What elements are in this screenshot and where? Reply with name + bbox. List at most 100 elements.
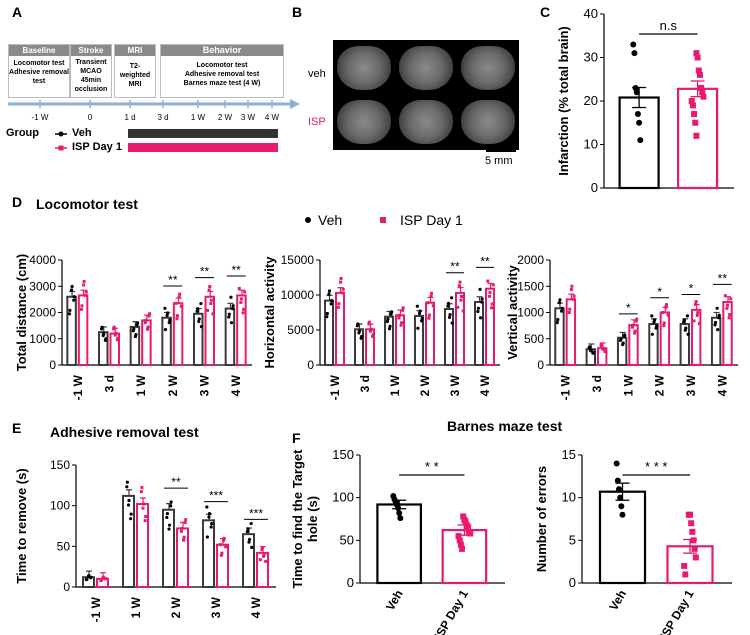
sig-star: ** bbox=[171, 475, 181, 489]
data-point-isp bbox=[224, 545, 228, 549]
data-point-isp bbox=[182, 538, 186, 542]
y-tick-label: 0 bbox=[347, 575, 354, 590]
data-point-veh bbox=[650, 314, 654, 318]
data-point-veh bbox=[637, 137, 644, 144]
data-point-isp bbox=[80, 304, 84, 308]
data-point-isp bbox=[430, 291, 434, 295]
data-point-isp bbox=[142, 502, 146, 506]
data-point-isp bbox=[219, 553, 223, 557]
data-point-isp bbox=[572, 294, 576, 298]
bar-veh bbox=[82, 576, 95, 588]
data-point-veh bbox=[125, 485, 129, 489]
data-point-isp bbox=[113, 333, 117, 337]
bar-isp bbox=[425, 301, 435, 366]
data-point-isp bbox=[220, 551, 224, 555]
data-point-isp bbox=[180, 526, 184, 530]
data-point-veh bbox=[394, 504, 401, 511]
bar-veh bbox=[98, 331, 109, 366]
data-point-isp bbox=[209, 298, 213, 302]
data-point-isp bbox=[456, 305, 460, 309]
data-point-veh bbox=[619, 337, 623, 341]
timeline-tick-label: 1 W bbox=[191, 113, 206, 122]
data-point-isp bbox=[179, 304, 183, 308]
data-point-isp bbox=[426, 301, 430, 305]
y-tick-label: 20 bbox=[584, 93, 598, 108]
bar-veh bbox=[161, 316, 172, 366]
data-point-isp bbox=[237, 286, 241, 290]
sig-annotation: * * bbox=[425, 459, 439, 474]
chart-horizontal-activity: 0 5000 10000 15000 Horizontal activity -1 W 3 … bbox=[262, 253, 500, 400]
y-tick-label: 2000 bbox=[517, 253, 544, 267]
data-point-isp bbox=[222, 536, 226, 540]
data-point-veh bbox=[135, 321, 140, 325]
sig-star: *** bbox=[249, 506, 263, 520]
data-point-isp bbox=[262, 554, 266, 558]
timeline-stroke-body: Transient MCAO 45min occlusion bbox=[74, 59, 108, 93]
y-tick-label: 15000 bbox=[281, 253, 315, 267]
x-tick-label: 4 W bbox=[715, 374, 729, 396]
y-tick-label: 40 bbox=[584, 6, 598, 21]
x-tick-label: 1 W bbox=[134, 374, 148, 396]
data-point-veh bbox=[615, 486, 622, 493]
data-point-isp bbox=[144, 318, 148, 322]
data-point-veh bbox=[652, 318, 657, 322]
timeline-legend-veh: Veh bbox=[72, 127, 92, 139]
data-point-isp bbox=[682, 571, 689, 578]
data-point-isp bbox=[699, 89, 706, 96]
data-point-isp bbox=[569, 288, 573, 292]
data-point-veh bbox=[685, 314, 690, 318]
timeline-tick-label: 3 d bbox=[157, 113, 168, 122]
data-point-isp bbox=[460, 513, 467, 520]
timeline-tick-label: 3 W bbox=[241, 113, 256, 122]
data-point-isp bbox=[725, 303, 729, 307]
data-point-isp bbox=[397, 313, 401, 317]
sig-star: *** bbox=[209, 489, 223, 503]
data-point-isp bbox=[337, 302, 341, 306]
data-point-isp bbox=[139, 490, 143, 494]
chart-barnes-time: 0 50 100 150 Time to find the Target hole (s)… bbox=[290, 447, 505, 635]
bar-veh bbox=[648, 323, 659, 367]
data-point-veh bbox=[89, 575, 93, 579]
timeline-mri-box: MRI T2-weighted MRI bbox=[114, 44, 156, 98]
x-tick-label: Veh bbox=[606, 588, 629, 613]
data-point-isp bbox=[488, 291, 492, 295]
panel-label-b: B bbox=[292, 4, 303, 20]
data-point-veh bbox=[386, 317, 390, 321]
data-point-veh bbox=[559, 309, 564, 313]
data-point-isp bbox=[258, 558, 262, 562]
y-axis-label: Total distance (cm) bbox=[14, 254, 29, 372]
x-tick-label: 4 W bbox=[478, 374, 492, 396]
panel-label-f: F bbox=[292, 430, 301, 446]
data-point-isp bbox=[666, 313, 670, 317]
data-point-isp bbox=[397, 316, 401, 320]
bar-isp bbox=[236, 294, 247, 366]
data-point-isp bbox=[184, 518, 188, 522]
data-point-isp bbox=[427, 316, 431, 320]
timeline-stroke-box: Stroke Transient MCAO 45min occlusion bbox=[70, 44, 112, 98]
data-point-isp bbox=[82, 280, 86, 284]
data-point-veh bbox=[199, 325, 204, 329]
bar-veh bbox=[384, 315, 394, 366]
data-point-veh bbox=[613, 460, 620, 467]
data-point-veh bbox=[560, 306, 564, 310]
data-point-isp bbox=[490, 306, 494, 310]
bar-veh bbox=[162, 508, 175, 589]
data-point-isp bbox=[693, 132, 700, 139]
x-tick-label: 2 W bbox=[169, 596, 183, 618]
data-point-veh bbox=[126, 503, 131, 507]
data-point-isp bbox=[467, 530, 474, 537]
data-point-isp bbox=[662, 324, 666, 328]
mri-veh-slice-1 bbox=[337, 46, 391, 90]
data-point-veh bbox=[125, 480, 129, 484]
data-point-isp bbox=[82, 283, 86, 287]
data-point-isp bbox=[336, 305, 340, 309]
data-point-veh bbox=[715, 306, 719, 310]
data-point-isp bbox=[461, 309, 465, 313]
y-tick-label: 0 bbox=[569, 575, 576, 590]
timeline-isp-bar bbox=[128, 143, 278, 152]
timeline-veh-bar bbox=[128, 129, 278, 138]
timeline-tick-label: 0 bbox=[88, 113, 93, 122]
x-tick-label: 3 W bbox=[198, 374, 212, 396]
mri-veh-slice-2 bbox=[399, 46, 453, 90]
data-point-isp bbox=[341, 291, 345, 295]
